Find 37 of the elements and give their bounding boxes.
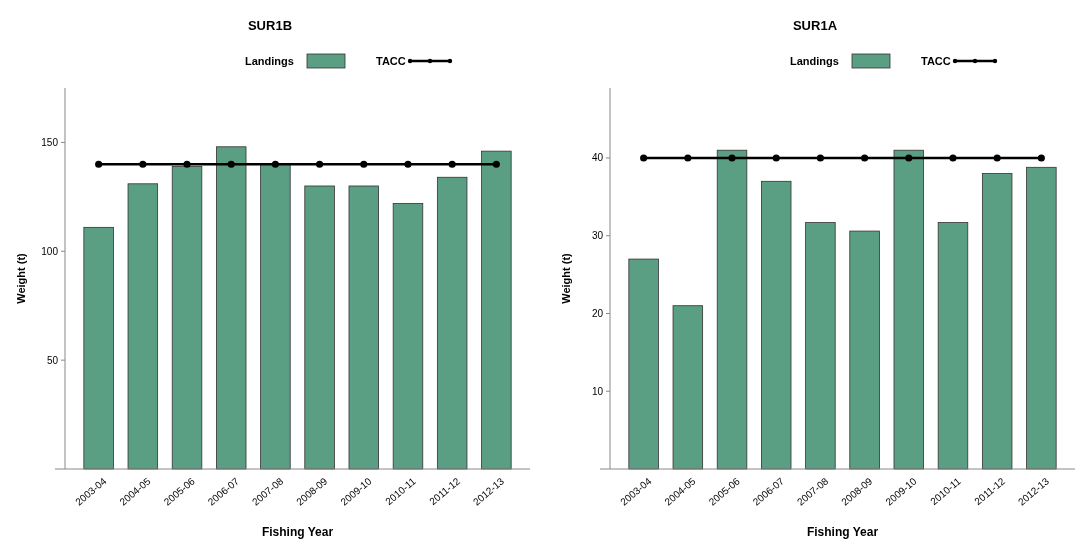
chart-title: SUR1B [247,18,293,33]
bar [849,230,880,470]
y-tick-label: 40 [591,152,604,164]
x-axis-title: Fishing Year [806,525,879,539]
bar [893,149,924,470]
bar [672,305,704,470]
bar [392,202,424,470]
bar [171,165,203,470]
bar [304,185,335,470]
bar [1026,166,1057,470]
y-axis-title: Weight (t) [560,252,572,304]
y-tick-label: 20 [591,307,604,319]
legend-label: TACC [376,55,406,67]
y-tick-label: 10 [591,385,604,397]
legend-label: Landings [245,55,294,67]
bar [481,150,512,470]
bar [216,146,247,470]
bar [981,173,1013,470]
legend-label: TACC [921,55,951,67]
y-tick-label: 100 [41,245,59,257]
bar [805,222,836,470]
y-tick-label: 50 [46,354,59,366]
bar [83,226,114,470]
bar [716,149,748,470]
y-axis-title: Weight (t) [15,252,27,304]
bar [937,222,969,470]
bar [127,183,159,470]
bar [260,163,291,470]
y-tick-label: 30 [591,230,604,242]
bar [761,180,792,470]
y-tick-label: 150 [41,136,59,148]
bar [348,185,379,470]
bar [628,258,659,470]
bar [436,176,468,470]
legend-label: Landings [790,55,839,67]
x-axis-title: Fishing Year [261,525,334,539]
chart-title: SUR1A [792,18,838,33]
